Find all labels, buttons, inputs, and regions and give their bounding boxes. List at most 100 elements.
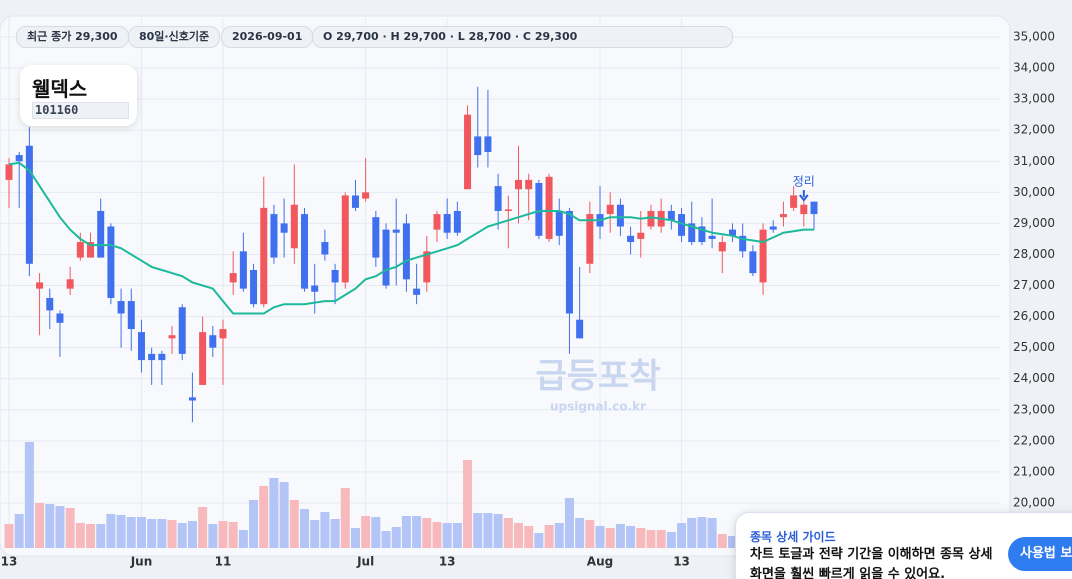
volume-bar (14, 514, 24, 548)
y-tick-label: 22,000 (1013, 433, 1055, 447)
candle-body (688, 223, 696, 243)
volume-bar (300, 509, 310, 548)
y-tick-label: 32,000 (1013, 123, 1055, 137)
volume-bar (310, 520, 320, 548)
y-tick-label: 26,000 (1013, 309, 1055, 323)
volume-bar (238, 530, 248, 548)
volume-bar (717, 534, 727, 548)
candle-body (372, 217, 380, 258)
watermark: 급등포착 (535, 357, 660, 397)
candle-body (494, 186, 502, 211)
volume-bar (96, 524, 106, 548)
y-tick-label: 34,000 (1013, 61, 1055, 75)
candle-body (779, 214, 787, 218)
y-tick-label: 24,000 (1013, 371, 1055, 385)
candle-body (188, 397, 196, 401)
candle-body (311, 285, 319, 292)
candle-body (443, 214, 451, 233)
volume-bar (269, 478, 279, 548)
y-tick-label: 28,000 (1013, 247, 1055, 261)
candle-body (790, 195, 798, 208)
candle-body (678, 214, 686, 236)
candle-body (290, 204, 298, 249)
candle-body (229, 273, 237, 283)
candle-body (616, 204, 624, 227)
candle-body (718, 242, 726, 252)
candle-body (413, 288, 421, 295)
volume-bar (187, 521, 197, 548)
candle-body (586, 214, 594, 264)
volume-bar (544, 525, 554, 548)
volume-bar (106, 514, 116, 548)
volume-bar (452, 523, 462, 548)
candle-body (46, 297, 54, 311)
candle-body (606, 204, 614, 215)
candle-body (474, 136, 482, 156)
candle-body (698, 226, 706, 243)
candle-body (158, 353, 166, 361)
candle-body (148, 353, 156, 361)
candle-body (270, 214, 278, 258)
volume-bar (564, 498, 574, 548)
volume-bar (340, 488, 350, 548)
volume-bar (330, 519, 340, 548)
volume-bar (401, 516, 411, 548)
volume-bar (636, 528, 646, 548)
candle-body (127, 301, 135, 330)
volume-bar (198, 507, 208, 548)
candle-body (219, 329, 227, 339)
y-tick-label: 33,000 (1013, 92, 1055, 106)
stock-code: 101160 (32, 102, 129, 119)
volume-bar (177, 523, 187, 548)
volume-bar (585, 520, 595, 548)
candle-body (76, 242, 84, 258)
volume-bar (554, 523, 564, 548)
volume-bar (371, 517, 381, 548)
candle-body (168, 335, 176, 339)
volume-bar (615, 524, 625, 548)
period-pill[interactable]: 80일·신호기준 (128, 26, 221, 48)
volume-bar (289, 500, 299, 548)
stock-name: 웰덱스 (32, 77, 88, 101)
candle-body (800, 204, 808, 215)
x-tick-label: 11 (215, 555, 232, 569)
date-pill: 2026-09-01 (221, 26, 314, 48)
volume-bar (147, 519, 157, 548)
volume-bar (483, 513, 493, 548)
x-tick-label: 13 (439, 555, 456, 569)
x-tick-label: Aug (587, 555, 613, 569)
candle-body (199, 332, 207, 385)
volume-bar (605, 528, 615, 548)
candle-body (769, 226, 777, 230)
guide-body: 차트 토글과 전략 기간을 이해하면 종목 상세 화면을 훨씬 빠르게 읽을 수… (750, 547, 993, 579)
volume-bar (656, 530, 666, 548)
candle-body (637, 232, 645, 239)
candle-body (321, 242, 329, 255)
volume-bar (86, 524, 96, 548)
candle-body (728, 229, 736, 236)
volume-bar (157, 519, 167, 548)
candle-body (402, 223, 410, 280)
candle-body (260, 207, 268, 305)
x-tick-label: Jul (356, 555, 374, 569)
candle-body (97, 210, 105, 258)
candle-body (464, 114, 472, 190)
volume-bar (350, 528, 360, 548)
volume-bar (361, 516, 371, 548)
candle-body (392, 229, 400, 233)
y-tick-label: 20,000 (1013, 496, 1055, 510)
volume-bar (320, 512, 330, 548)
guide-button[interactable]: 사용법 보기 (1008, 537, 1072, 571)
volume-bar (534, 533, 544, 548)
volume-bar (412, 516, 422, 548)
volume-bar (259, 486, 269, 548)
candle-body (739, 235, 747, 252)
watermark-url: upsignal.co.kr (550, 400, 646, 414)
guide-popup: 종목 상세 가이드 차트 토글과 전략 기간을 이해하면 종목 상세 화면을 훨… (735, 512, 1072, 579)
volume-bar (24, 442, 34, 548)
volume-bar (4, 524, 14, 548)
y-tick-label: 30,000 (1013, 185, 1055, 199)
ohlc-pill: O 29,700 · H 29,700 · L 28,700 · C 29,30… (312, 26, 733, 48)
volume-bar (116, 515, 126, 548)
